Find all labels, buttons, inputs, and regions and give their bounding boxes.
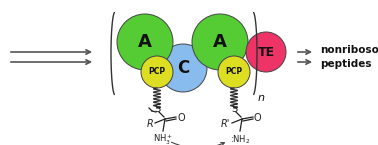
Circle shape [159, 44, 207, 92]
Text: TE: TE [257, 46, 274, 58]
Text: nonribosomal
peptides: nonribosomal peptides [320, 45, 378, 69]
Text: NH$_3^+$: NH$_3^+$ [153, 133, 173, 145]
Text: O: O [177, 113, 184, 123]
Text: O: O [254, 113, 262, 123]
Circle shape [141, 56, 173, 88]
Text: A: A [213, 33, 227, 51]
Text: S: S [231, 104, 237, 114]
Circle shape [246, 32, 286, 72]
FancyArrowPatch shape [172, 142, 225, 145]
Circle shape [117, 14, 173, 70]
Text: n: n [258, 93, 265, 103]
Circle shape [192, 14, 248, 70]
Text: A: A [138, 33, 152, 51]
Text: R': R' [221, 119, 230, 129]
Text: PCP: PCP [149, 68, 166, 77]
Text: C: C [177, 59, 189, 77]
Circle shape [218, 56, 250, 88]
Text: PCP: PCP [225, 68, 243, 77]
Text: R: R [146, 119, 153, 129]
Text: :NH$_2$: :NH$_2$ [230, 133, 250, 145]
Text: S: S [154, 104, 160, 114]
